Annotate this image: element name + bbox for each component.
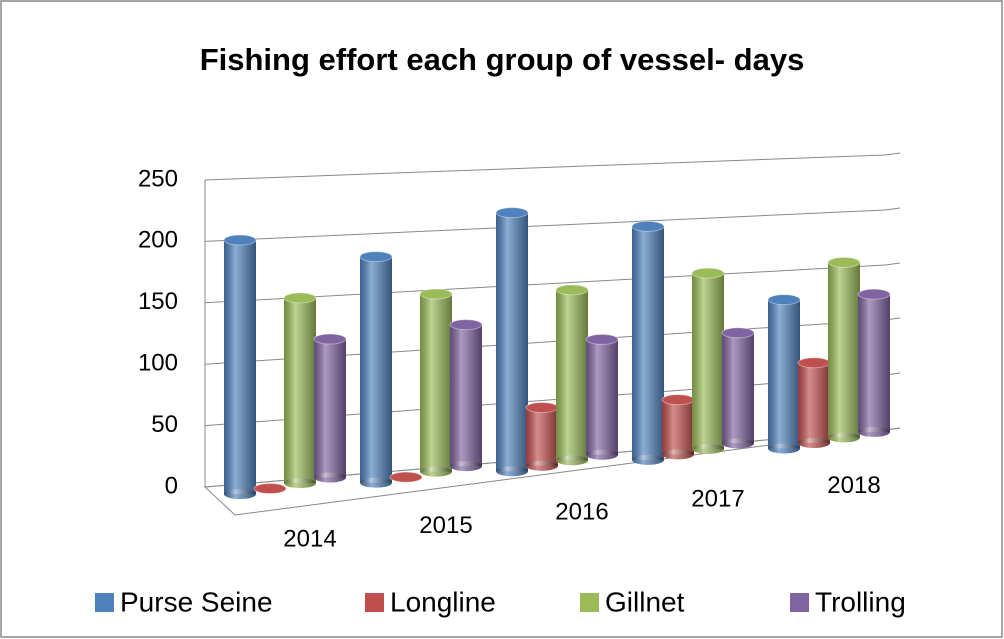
- bar-shade: [314, 339, 346, 478]
- bar-shade: [284, 297, 316, 484]
- bar-top: [449, 319, 483, 331]
- legend-label: Purse Seine: [120, 586, 273, 617]
- bar-shade: [662, 399, 694, 455]
- bar-shade: [858, 294, 890, 432]
- grid-line: [204, 154, 886, 181]
- bar-top: [359, 251, 393, 263]
- bar-base-shade: [722, 438, 754, 449]
- bar-shade: [828, 262, 860, 438]
- bar-shade: [526, 407, 558, 466]
- bar-base-shade: [496, 466, 528, 477]
- bar-top: [585, 333, 619, 345]
- bar-base-shade: [692, 443, 724, 454]
- bar-base-shade: [284, 478, 316, 489]
- y-tick-label: 200: [138, 227, 178, 254]
- bar-base-shade: [420, 466, 452, 477]
- grid-line: [204, 209, 886, 242]
- bar-top: [283, 292, 317, 304]
- grid-line: [204, 264, 886, 304]
- bar-base-shade: [768, 443, 800, 454]
- bar-base-shade: [360, 477, 392, 488]
- legend-swatch: [365, 593, 384, 612]
- y-tick-label: 100: [138, 350, 178, 377]
- bar-base-shade: [798, 437, 830, 448]
- legend-swatch: [790, 593, 809, 612]
- chart-title: Fishing effort each group of vessel- day…: [200, 42, 805, 77]
- bar-shade: [692, 273, 724, 449]
- bar-top: [495, 207, 529, 219]
- bar-top: [721, 327, 755, 339]
- bar-top: [525, 402, 559, 414]
- x-tick-label: 2018: [827, 472, 880, 499]
- grid-side: [884, 207, 901, 211]
- bar-top: [555, 284, 589, 296]
- bar-base-shade: [526, 460, 558, 471]
- bar-shade: [496, 212, 528, 472]
- bar-shade: [722, 332, 754, 444]
- bar-base-shade: [224, 489, 256, 500]
- bar-base-shade: [828, 432, 860, 443]
- grid-side: [884, 152, 901, 156]
- bar-shade: [360, 256, 392, 483]
- legend-swatch: [95, 593, 114, 612]
- legend-label: Longline: [390, 586, 496, 617]
- bar-top: [389, 471, 423, 483]
- bar-top: [419, 288, 453, 300]
- legend-label: Trolling: [815, 586, 906, 617]
- y-tick-label: 50: [151, 411, 178, 438]
- bar-base-shade: [586, 449, 618, 460]
- y-tick-label: 0: [165, 472, 178, 499]
- bar-top: [631, 220, 665, 232]
- bar-base-shade: [632, 454, 664, 465]
- bar-shade: [450, 324, 482, 467]
- x-tick-label: 2014: [283, 526, 336, 553]
- bar-shade: [632, 226, 664, 460]
- bar-base-shade: [858, 426, 890, 437]
- bar-top: [313, 333, 347, 345]
- bar-top: [857, 288, 891, 300]
- bar-base-shade: [662, 449, 694, 460]
- bar-top: [253, 483, 287, 495]
- bar-shade: [586, 339, 618, 455]
- bar-top: [661, 394, 695, 406]
- bar-top: [827, 256, 861, 268]
- legend-swatch: [580, 593, 599, 612]
- x-tick-label: 2016: [555, 499, 608, 526]
- bar-top: [223, 234, 257, 246]
- y-tick-label: 250: [138, 165, 178, 192]
- bar-base-shade: [314, 472, 346, 483]
- bar-top: [691, 267, 725, 279]
- x-tick-label: 2017: [691, 485, 744, 512]
- bar-shade: [798, 362, 830, 443]
- legend-label: Gillnet: [605, 586, 685, 617]
- bar-base-shade: [556, 455, 588, 466]
- y-tick-label: 150: [138, 288, 178, 315]
- bar-shade: [224, 240, 256, 495]
- grid-side: [884, 262, 901, 266]
- x-tick-label: 2015: [419, 512, 472, 539]
- bar-top: [797, 357, 831, 369]
- bar-base-shade: [450, 461, 482, 472]
- bar-shade: [420, 293, 452, 472]
- bar-shade: [556, 289, 588, 461]
- bar-top: [767, 294, 801, 306]
- bar-shade: [768, 299, 800, 449]
